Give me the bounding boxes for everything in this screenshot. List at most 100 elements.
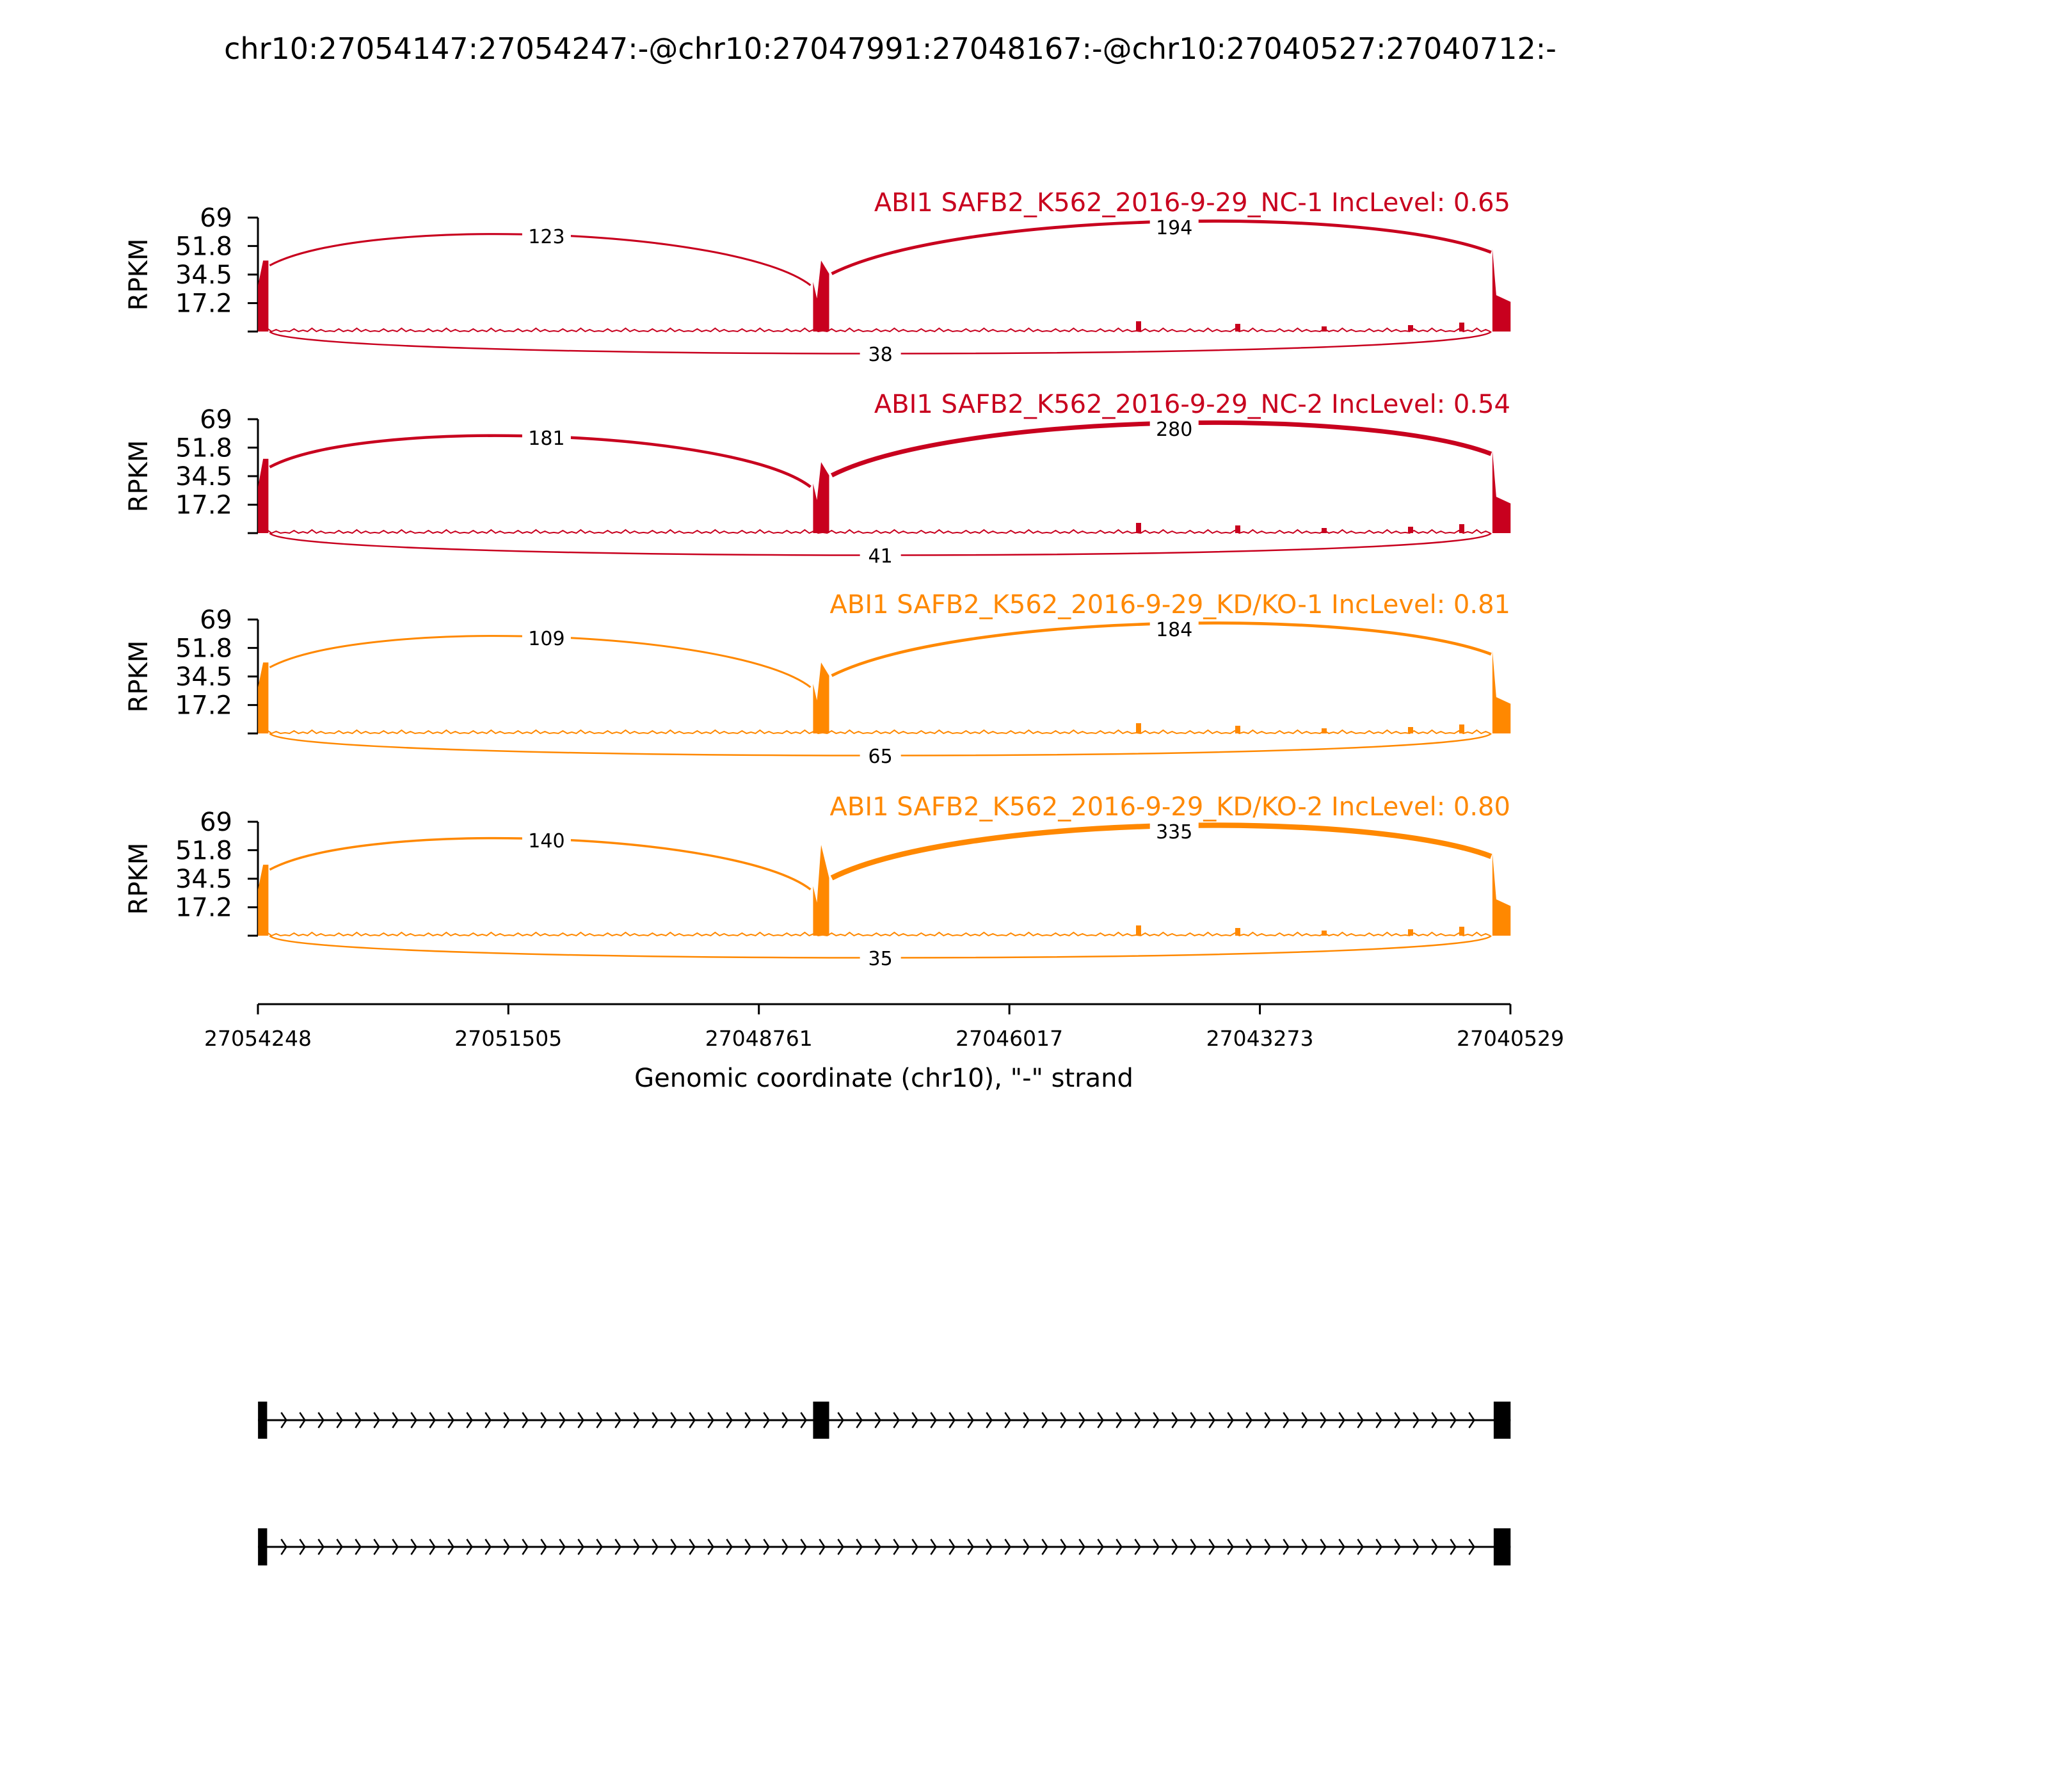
strand-chevron xyxy=(1097,1539,1104,1555)
strand-chevron xyxy=(856,1539,863,1555)
coverage-peak xyxy=(1408,527,1413,533)
strand-chevron xyxy=(837,1539,844,1555)
x-tick-label: 27043273 xyxy=(1206,1026,1314,1051)
strand-chevron xyxy=(1023,1412,1030,1428)
strand-chevron xyxy=(299,1539,306,1555)
strand-chevron xyxy=(373,1539,380,1555)
strand-chevron xyxy=(410,1539,417,1555)
strand-chevron xyxy=(1357,1412,1364,1428)
strand-chevron xyxy=(484,1412,492,1428)
strand-chevron xyxy=(781,1539,788,1555)
coverage-peak xyxy=(1459,524,1464,533)
strand-chevron xyxy=(1264,1412,1271,1428)
strand-chevron xyxy=(484,1539,492,1555)
strand-chevron xyxy=(948,1539,956,1555)
exon-coverage xyxy=(1492,853,1511,936)
strand-chevron xyxy=(1041,1539,1048,1555)
x-axis-label: Genomic coordinate (chr10), "-" strand xyxy=(634,1064,1133,1093)
junction-count-downstream: 184 xyxy=(1156,619,1192,641)
strand-chevron xyxy=(373,1412,380,1428)
x-tick-label: 27054248 xyxy=(204,1026,312,1051)
y-tick-label: 34.5 xyxy=(175,865,232,894)
junction-count-bg xyxy=(1149,617,1199,640)
strand-chevron xyxy=(614,1539,621,1555)
isoform-1 xyxy=(258,1402,1511,1439)
strand-chevron xyxy=(503,1539,510,1555)
strand-chevron xyxy=(336,1539,343,1555)
exon-coverage xyxy=(813,462,829,533)
strand-chevron xyxy=(1134,1539,1141,1555)
exon-coverage xyxy=(813,845,829,936)
strand-chevron xyxy=(540,1539,547,1555)
strand-chevron xyxy=(1468,1412,1475,1428)
strand-chevron xyxy=(800,1539,807,1555)
track-label: ABI1 SAFB2_K562_2016-9-29_NC-2 IncLevel:… xyxy=(874,390,1510,419)
coverage-noise xyxy=(266,728,1491,735)
coverage-peak xyxy=(1322,728,1327,733)
strand-chevron xyxy=(299,1412,306,1428)
strand-chevron xyxy=(930,1412,937,1428)
track-1: 17.234.551.869 RPKM ABI1 SAFB2_K562_2016-9… xyxy=(124,188,1511,366)
strand-chevron xyxy=(466,1539,473,1555)
strand-chevron xyxy=(1208,1412,1215,1428)
coverage-noise xyxy=(266,931,1491,937)
strand-chevron xyxy=(1171,1412,1178,1428)
track-label: ABI1 SAFB2_K562_2016-9-29_NC-1 IncLevel:… xyxy=(874,188,1510,218)
strand-chevron xyxy=(1097,1412,1104,1428)
strand-chevron xyxy=(503,1412,510,1428)
strand-chevron xyxy=(1338,1539,1345,1555)
strand-chevron xyxy=(986,1412,993,1428)
coverage-peak xyxy=(1408,325,1413,332)
y-axis-label: RPKM xyxy=(124,440,154,513)
strand-chevron xyxy=(1412,1539,1420,1555)
isoform-exon xyxy=(258,1528,268,1565)
strand-chevron xyxy=(763,1412,770,1428)
strand-chevron xyxy=(1171,1539,1178,1555)
strand-chevron xyxy=(1245,1539,1252,1555)
strand-chevron xyxy=(559,1539,566,1555)
strand-chevron xyxy=(392,1539,399,1555)
coverage-peak xyxy=(1408,727,1413,733)
strand-chevron xyxy=(911,1539,918,1555)
strand-chevron xyxy=(1134,1412,1141,1428)
strand-chevron xyxy=(1450,1412,1457,1428)
strand-chevron xyxy=(652,1412,659,1428)
coverage-peak xyxy=(1459,927,1464,936)
coverage-peak xyxy=(1136,523,1141,533)
x-axis-ticks: 27054248 27051505 27048761 27046017 27043273… xyxy=(204,1004,1564,1051)
strand-chevron xyxy=(1394,1539,1401,1555)
strand-chevron xyxy=(837,1412,844,1428)
strand-chevron xyxy=(856,1412,863,1428)
strand-chevron xyxy=(986,1539,993,1555)
exon-coverage xyxy=(1492,249,1511,332)
strand-chevron xyxy=(1004,1539,1011,1555)
y-tick-label: 69 xyxy=(200,204,232,233)
exon-coverage xyxy=(813,662,829,733)
junction-count-upstream: 123 xyxy=(528,226,564,248)
coverage-peak xyxy=(1408,929,1413,936)
strand-chevron xyxy=(670,1412,677,1428)
strand-chevron xyxy=(819,1539,826,1555)
track-2: 17.234.551.869 RPKM ABI1 SAFB2_K562_2016-9… xyxy=(124,390,1511,568)
strand-chevron xyxy=(1116,1539,1123,1555)
strand-chevron xyxy=(522,1539,529,1555)
junction-count-bg xyxy=(1149,417,1199,440)
junction-count-bg xyxy=(860,343,901,365)
strand-chevron xyxy=(967,1412,974,1428)
exon-coverage xyxy=(1492,451,1511,533)
strand-chevron xyxy=(577,1412,584,1428)
strand-chevron xyxy=(1227,1412,1234,1428)
strand-chevron xyxy=(1283,1539,1290,1555)
strand-chevron xyxy=(781,1412,788,1428)
strand-chevron xyxy=(1023,1539,1030,1555)
junction-count-bg xyxy=(860,545,901,566)
coverage-peak xyxy=(1136,723,1141,733)
coverage-peak xyxy=(1136,321,1141,332)
coverage-peak xyxy=(1459,323,1464,332)
junction-count-bg xyxy=(522,426,571,449)
isoform-models xyxy=(258,1402,1511,1565)
isoform-2 xyxy=(258,1528,1511,1565)
y-tick-label: 51.8 xyxy=(175,232,232,261)
strand-chevron xyxy=(1060,1539,1067,1555)
